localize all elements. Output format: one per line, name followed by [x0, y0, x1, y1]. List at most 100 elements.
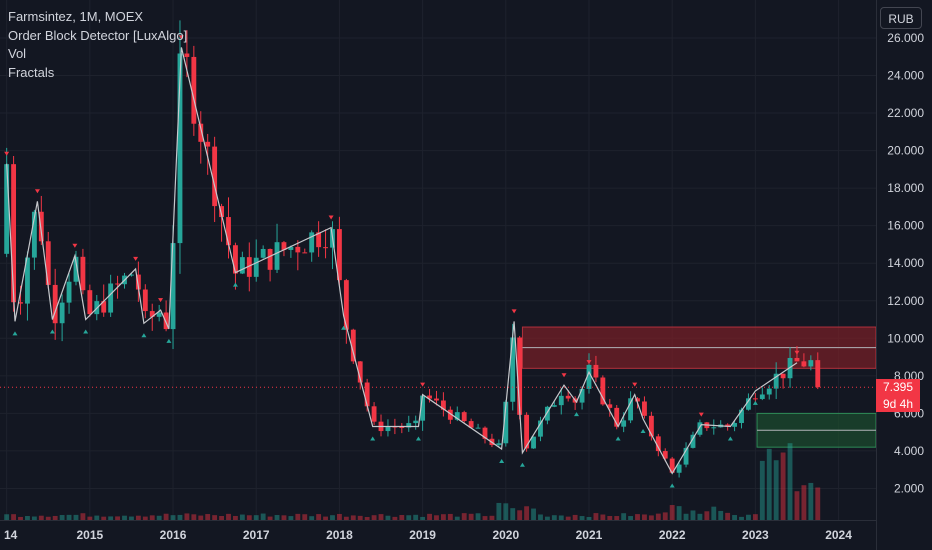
fractal-high-marker: [133, 256, 139, 261]
y-tick-label: 24.000: [887, 69, 924, 83]
currency-button[interactable]: RUB: [880, 7, 922, 29]
volume-bar: [711, 506, 717, 520]
candle-body: [364, 382, 370, 407]
volume-bar: [614, 516, 620, 520]
candle-body: [357, 361, 363, 383]
fractal-low-marker: [499, 459, 505, 464]
candle-body: [635, 398, 640, 402]
volume-bar: [122, 515, 127, 520]
candle-body: [233, 245, 238, 274]
candle-body: [281, 242, 287, 250]
fractal-low-marker: [12, 331, 18, 336]
volume-bar: [392, 516, 398, 520]
fractal-high-marker: [632, 382, 638, 387]
fractal-low-marker: [415, 436, 421, 441]
fractal-high-marker: [511, 309, 517, 314]
volume-bar: [129, 516, 134, 520]
y-tick-label: 14.000: [887, 256, 924, 270]
candle-body: [108, 283, 114, 313]
volume-bar: [267, 516, 273, 520]
candle-body: [191, 56, 197, 124]
candle-body: [406, 423, 412, 428]
fractal-low-marker: [83, 329, 89, 334]
candle-body: [170, 243, 176, 330]
candle-body: [87, 290, 93, 315]
candle-body: [434, 398, 439, 401]
x-tick-label: 2017: [243, 528, 270, 542]
volume-bar: [773, 460, 779, 520]
volume-bar: [406, 515, 412, 520]
candle-body: [711, 427, 717, 429]
volume-bar: [219, 515, 224, 520]
candle-body: [642, 401, 647, 416]
fractal-high-marker: [794, 350, 800, 355]
volume-bar: [45, 516, 51, 520]
fractal-high-marker: [586, 360, 592, 365]
volume-bar: [621, 513, 627, 520]
candle-body: [815, 360, 821, 388]
y-tick-label: 16.000: [887, 219, 924, 233]
candle-body: [253, 257, 259, 277]
candle-body: [343, 280, 349, 330]
candle-body: [177, 53, 183, 244]
volume-bar: [496, 502, 502, 520]
y-tick-label: 18.000: [887, 181, 924, 195]
volume-bar: [600, 514, 606, 520]
candle-body: [454, 412, 460, 420]
volume-bar: [4, 514, 10, 520]
volume-bar: [669, 505, 675, 520]
x-tick-label: 2023: [742, 528, 769, 542]
volume-bar: [59, 515, 65, 520]
candle-body: [461, 412, 467, 422]
volume-bar: [683, 513, 689, 520]
volume-bar: [565, 516, 571, 520]
volume-bar: [184, 513, 190, 520]
symbol-label[interactable]: Farmsintez, 1M, MOEX: [8, 9, 144, 24]
volume-bar: [489, 515, 495, 520]
candle-body: [621, 420, 627, 427]
y-tick-label: 4.000: [894, 444, 924, 458]
volume-bar: [163, 513, 169, 520]
candle-body: [628, 398, 634, 421]
fractal-high-marker: [72, 243, 78, 248]
fractal-high-marker: [34, 189, 40, 194]
volume-bar: [364, 516, 370, 520]
fractal-high-marker: [561, 373, 567, 378]
candle-body: [226, 217, 231, 246]
y-tick-label: 10.000: [887, 331, 924, 345]
candle-body: [427, 395, 432, 399]
volume-bar: [461, 513, 467, 520]
candle-body: [468, 421, 474, 428]
indicator-order-block[interactable]: Order Block Detector [LuxAlgo]: [8, 27, 188, 43]
y-tick-label: 22.000: [887, 106, 924, 120]
fractal-low-marker: [574, 412, 580, 417]
candle-body: [746, 398, 751, 410]
candle-body: [115, 283, 121, 285]
volume-bar: [420, 516, 426, 520]
candle-body: [163, 312, 169, 330]
fractal-high-marker: [158, 298, 164, 303]
y-tick-label: 20.000: [887, 144, 924, 158]
volume-bar: [697, 513, 703, 520]
volume-bar: [440, 514, 446, 520]
volume-bar: [66, 514, 72, 520]
indicator-fractals[interactable]: Fractals: [8, 64, 55, 80]
volume-bar: [399, 515, 405, 520]
volume-bar: [336, 513, 342, 520]
volume-bar: [538, 514, 543, 520]
volume-bar: [177, 514, 183, 520]
candle-body: [447, 409, 453, 420]
indicator-volume[interactable]: Vol: [8, 46, 27, 61]
candle-body: [780, 373, 786, 379]
candle-body: [149, 311, 155, 317]
candle-body: [496, 443, 502, 446]
volume-bar: [323, 516, 328, 520]
fractal-low-marker: [141, 333, 147, 338]
volume-bar: [94, 515, 100, 520]
volume-bar: [475, 513, 481, 520]
candle-body: [267, 248, 273, 270]
bar-countdown-label: 9d 4h: [876, 396, 920, 412]
volume-bar: [385, 515, 391, 520]
volume-bar: [468, 513, 474, 520]
